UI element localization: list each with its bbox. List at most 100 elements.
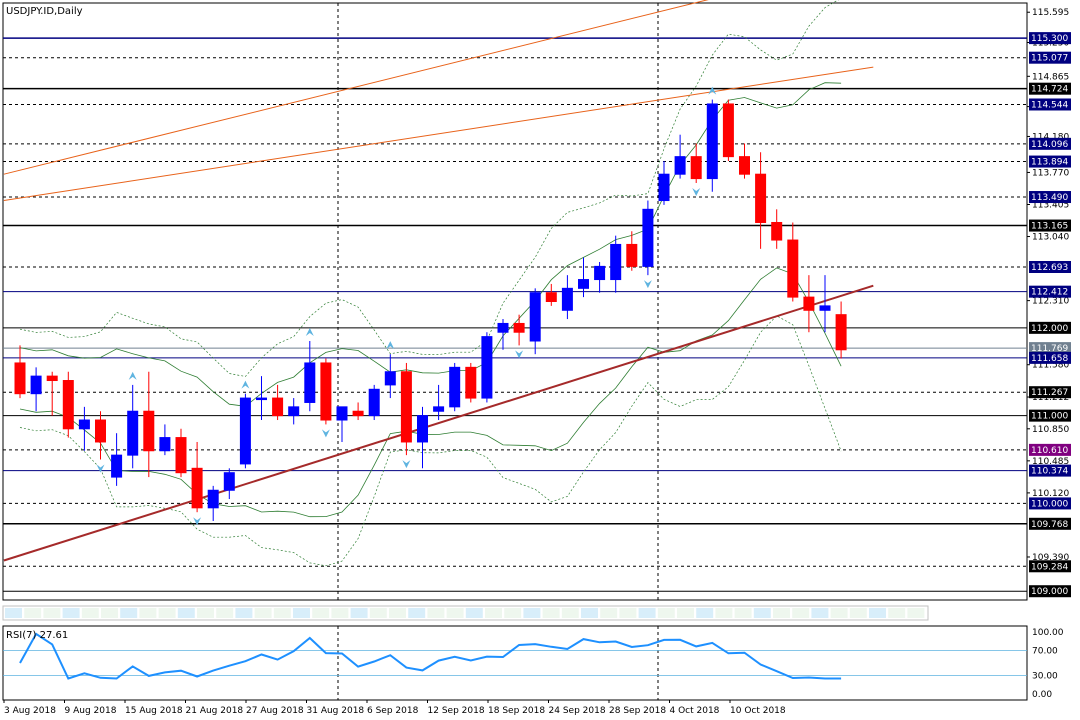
trendline-support[interactable]	[3, 284, 874, 562]
level-price-text: 114.096	[1031, 140, 1068, 150]
candle-body	[400, 371, 412, 443]
time-strip-cell	[792, 608, 810, 618]
y-tick-label: 112.310	[1032, 297, 1069, 307]
level-price-tag	[1029, 321, 1071, 334]
level-price-tag	[1029, 219, 1071, 232]
candle-body	[62, 380, 74, 430]
time-strip-cell	[830, 608, 848, 618]
x-tick-label: 12 Sep 2018	[428, 706, 485, 716]
candle-body	[594, 265, 606, 281]
time-strip-cell	[158, 608, 176, 618]
time-strip-cell	[273, 608, 291, 618]
time-strip-cell	[696, 608, 714, 618]
fractal-up-icon	[241, 380, 250, 389]
candle-body	[78, 419, 90, 430]
x-tick-label: 9 Aug 2018	[65, 706, 117, 716]
fractal-down-icon	[321, 429, 330, 438]
candle-body	[513, 322, 525, 333]
time-strip-cell	[101, 608, 118, 618]
fractal-down-icon	[643, 280, 652, 289]
y-tick-label: 113.040	[1032, 233, 1069, 243]
level-price-text: 111.769	[1031, 344, 1068, 354]
candle-body	[336, 406, 348, 421]
time-strip-cell	[869, 608, 886, 618]
chart-title: USDJPY.ID,Daily	[6, 6, 83, 17]
trendline-top[interactable]	[3, 0, 712, 175]
time-strip-cell	[177, 608, 195, 618]
fractal-up-icon	[128, 371, 137, 380]
candle-body	[674, 156, 686, 175]
x-tick-label: 31 Aug 2018	[307, 706, 365, 716]
candle-body	[465, 366, 477, 399]
x-tick-label: 18 Sep 2018	[488, 706, 545, 716]
level-price-text: 112.412	[1031, 288, 1068, 298]
candle-body	[159, 437, 171, 452]
time-strip-cell	[408, 608, 426, 618]
rsi-plot-frame	[2, 625, 1028, 701]
time-strip-cell	[120, 608, 138, 618]
time-strip-cell	[350, 608, 368, 618]
candle-body	[739, 156, 750, 175]
x-tick-label: 4 Oct 2018	[670, 706, 720, 716]
time-strip-cell	[43, 608, 61, 618]
time-strip-cell	[139, 608, 157, 618]
candle-body	[127, 410, 139, 456]
candle-body	[272, 397, 284, 417]
level-price-text: 111.658	[1031, 354, 1068, 364]
candle-body	[529, 292, 541, 342]
rsi-tick-label: 0.00	[1032, 690, 1052, 700]
level-price-text: 113.894	[1031, 158, 1068, 168]
time-strip-cell	[581, 608, 598, 618]
candle-body	[706, 103, 718, 180]
y-tick-label: 111.580	[1032, 361, 1069, 371]
y-tick-label: 115.595	[1032, 8, 1069, 18]
x-tick-label: 3 Aug 2018	[4, 706, 56, 716]
candle-body	[320, 362, 332, 421]
rsi-tick-label: 100.00	[1032, 628, 1064, 638]
time-strip-cell	[773, 608, 790, 618]
time-strip-cell	[465, 608, 483, 618]
trendline-upper[interactable]	[3, 66, 874, 202]
level-price-tag	[1029, 155, 1071, 168]
level-price-text: 115.077	[1031, 54, 1068, 64]
time-strip-cell	[389, 608, 406, 618]
level-price-tag	[1029, 517, 1071, 530]
time-strip-cell	[600, 608, 618, 618]
candle-body	[433, 406, 445, 412]
level-price-tag	[1029, 260, 1071, 273]
y-tick-label: 109.390	[1032, 553, 1069, 563]
level-price-tag	[1029, 585, 1071, 598]
level-price-text: 113.165	[1031, 222, 1068, 232]
time-strip-cell	[235, 608, 253, 618]
candle-body	[722, 103, 734, 158]
x-tick-label: 24 Sep 2018	[549, 706, 606, 716]
candle-body	[143, 410, 155, 452]
level-price-tag	[1029, 191, 1071, 204]
level-price-text: 111.000	[1031, 412, 1068, 422]
candle-body	[610, 243, 622, 281]
candle-body	[803, 296, 815, 311]
time-strip-cell	[197, 608, 214, 618]
candle-body	[690, 156, 702, 180]
candle-body	[384, 371, 396, 386]
candle-body	[626, 243, 638, 267]
time-strip-cell	[888, 608, 906, 618]
level-price-text: 114.724	[1031, 85, 1068, 95]
candle-body	[191, 467, 203, 509]
candle-body	[658, 173, 670, 202]
candle-body	[771, 221, 783, 241]
candle-body	[561, 287, 573, 311]
candle-body	[755, 173, 767, 223]
time-strip-cell	[619, 608, 637, 618]
time-strip-cell	[331, 608, 349, 618]
time-strip-cell	[81, 608, 99, 618]
candle-body	[95, 419, 106, 443]
x-tick-label: 6 Sep 2018	[367, 706, 419, 716]
candle-body	[304, 362, 316, 403]
candle-body	[175, 437, 187, 474]
level-price-tag	[1029, 497, 1071, 510]
time-strip-cell	[753, 608, 771, 618]
level-price-text: 111.267	[1031, 388, 1068, 398]
candle-body	[819, 305, 831, 311]
fractal-up-icon	[386, 341, 395, 350]
